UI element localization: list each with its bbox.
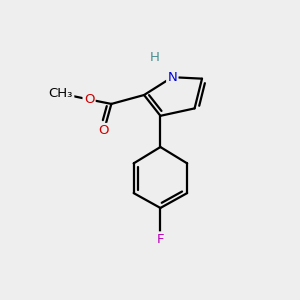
Text: O: O [99, 124, 109, 137]
Text: O: O [84, 93, 94, 106]
Text: N: N [167, 71, 177, 84]
Text: CH₃: CH₃ [49, 87, 73, 100]
Text: F: F [157, 233, 164, 246]
Text: H: H [149, 51, 159, 64]
